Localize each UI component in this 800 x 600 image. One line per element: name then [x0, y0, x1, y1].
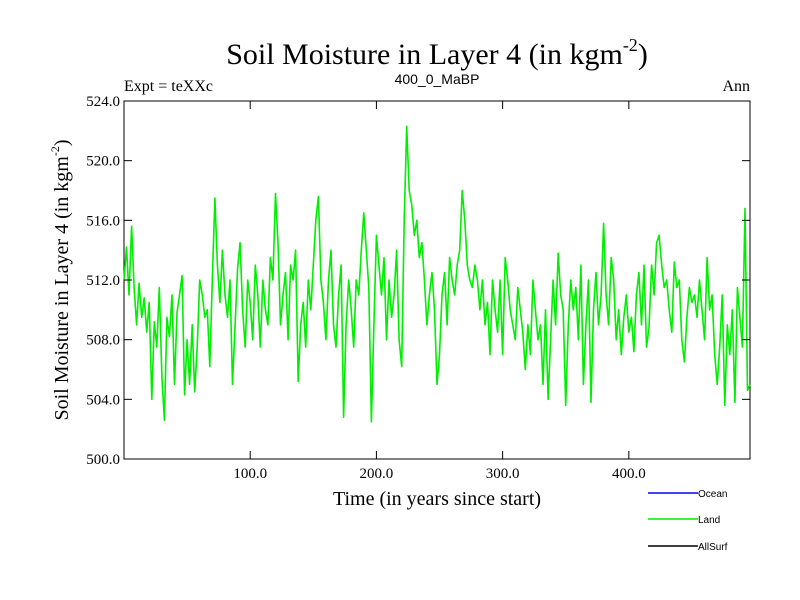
y-axis-label-end: )	[51, 139, 73, 146]
x-tick-label: 400.0	[612, 466, 646, 482]
chart-title-sup: -2	[623, 35, 638, 55]
y-tick-label: 500.0	[86, 452, 120, 468]
x-tick-label: 300.0	[486, 466, 520, 482]
chart-title-end: )	[638, 38, 648, 71]
y-tick-label: 516.0	[86, 213, 120, 229]
y-axis-label-main: Soil Moisture in Layer 4 (in kgm	[51, 156, 73, 421]
chart-title: Soil Moisture in Layer 4 (in kgm-2)	[226, 35, 648, 71]
x-tick-label: 200.0	[360, 466, 394, 482]
x-axis-label: Time (in years since start)	[333, 488, 541, 510]
x-axis-ticks: 100.0 200.0 300.0 400.0	[233, 101, 646, 482]
subtitle-left: Expt = teXXc	[124, 78, 213, 95]
y-tick-label: 504.0	[86, 392, 120, 408]
subtitle-right: Ann	[722, 78, 750, 95]
y-tick-label: 520.0	[86, 154, 120, 170]
subtitle-center: 400_0_MaBP	[395, 71, 480, 87]
legend-item-land: Land	[648, 515, 720, 526]
y-tick-label: 524.0	[86, 94, 120, 110]
x-tick-label: 100.0	[233, 466, 267, 482]
legend-item-ocean: Ocean	[648, 489, 727, 500]
y-axis-label: Soil Moisture in Layer 4 (in kgm-2)	[48, 139, 73, 420]
y-axis-ticks: 500.0 504.0 508.0 512.0 516.0 520.0 524.0	[86, 94, 750, 468]
y-axis-label-sup: -2	[48, 146, 62, 156]
legend-item-allsurf: AllSurf	[648, 542, 728, 553]
legend-label-ocean: Ocean	[698, 489, 727, 500]
legend-label-allsurf: AllSurf	[698, 542, 728, 553]
chart-title-main: Soil Moisture in Layer 4 (in kgm	[226, 38, 623, 71]
y-tick-label: 512.0	[86, 273, 120, 289]
series-line-land	[123, 125, 751, 423]
legend-label-land: Land	[698, 515, 720, 526]
legend: Ocean Land AllSurf	[648, 489, 728, 553]
y-tick-label: 508.0	[86, 333, 120, 349]
